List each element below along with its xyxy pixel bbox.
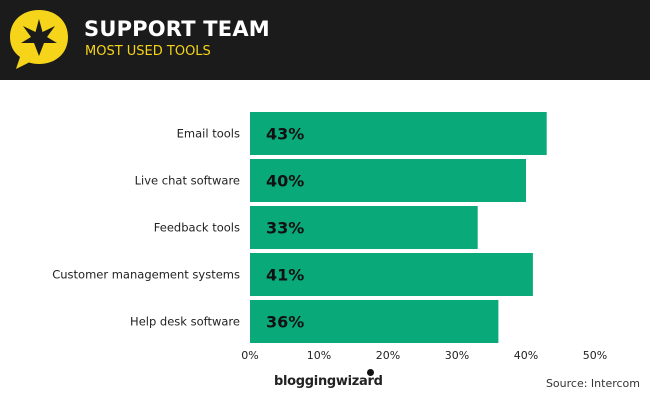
category-label: Live chat software bbox=[135, 174, 240, 188]
data-label: 43% bbox=[266, 125, 304, 144]
x-tick-label: 20% bbox=[376, 349, 400, 362]
bar-chart: Email tools 43% Live chat software 40% Feedb… bbox=[52, 112, 607, 362]
brand-dot-icon bbox=[367, 369, 374, 376]
bar-1 bbox=[250, 112, 547, 155]
x-tick-label: 50% bbox=[583, 349, 607, 362]
star-speech-bubble-icon bbox=[10, 10, 68, 69]
bar-4 bbox=[250, 253, 533, 296]
source-note: Source: Intercom bbox=[545, 377, 640, 390]
bar-5 bbox=[250, 300, 499, 343]
data-label: 40% bbox=[266, 172, 304, 191]
x-tick-label: 30% bbox=[445, 349, 469, 362]
x-tick-label: 10% bbox=[307, 349, 331, 362]
category-label: Feedback tools bbox=[154, 221, 240, 235]
data-label: 33% bbox=[266, 219, 304, 238]
header-banner: SUPPORT TEAM MOST USED TOOLS bbox=[0, 0, 650, 80]
category-label: Email tools bbox=[177, 127, 240, 141]
data-label: 41% bbox=[266, 266, 304, 285]
bar-2 bbox=[250, 159, 526, 202]
x-tick-label: 40% bbox=[514, 349, 538, 362]
chart-title: SUPPORT TEAM bbox=[84, 17, 270, 41]
data-label: 36% bbox=[266, 313, 304, 332]
category-label: Customer management systems bbox=[52, 268, 240, 282]
category-label: Help desk software bbox=[130, 315, 240, 329]
x-tick-label: 0% bbox=[241, 349, 258, 362]
chart-subtitle: MOST USED TOOLS bbox=[85, 44, 211, 59]
brand-logo-text: bloggingwizard bbox=[274, 374, 383, 389]
bar-3 bbox=[250, 206, 478, 249]
